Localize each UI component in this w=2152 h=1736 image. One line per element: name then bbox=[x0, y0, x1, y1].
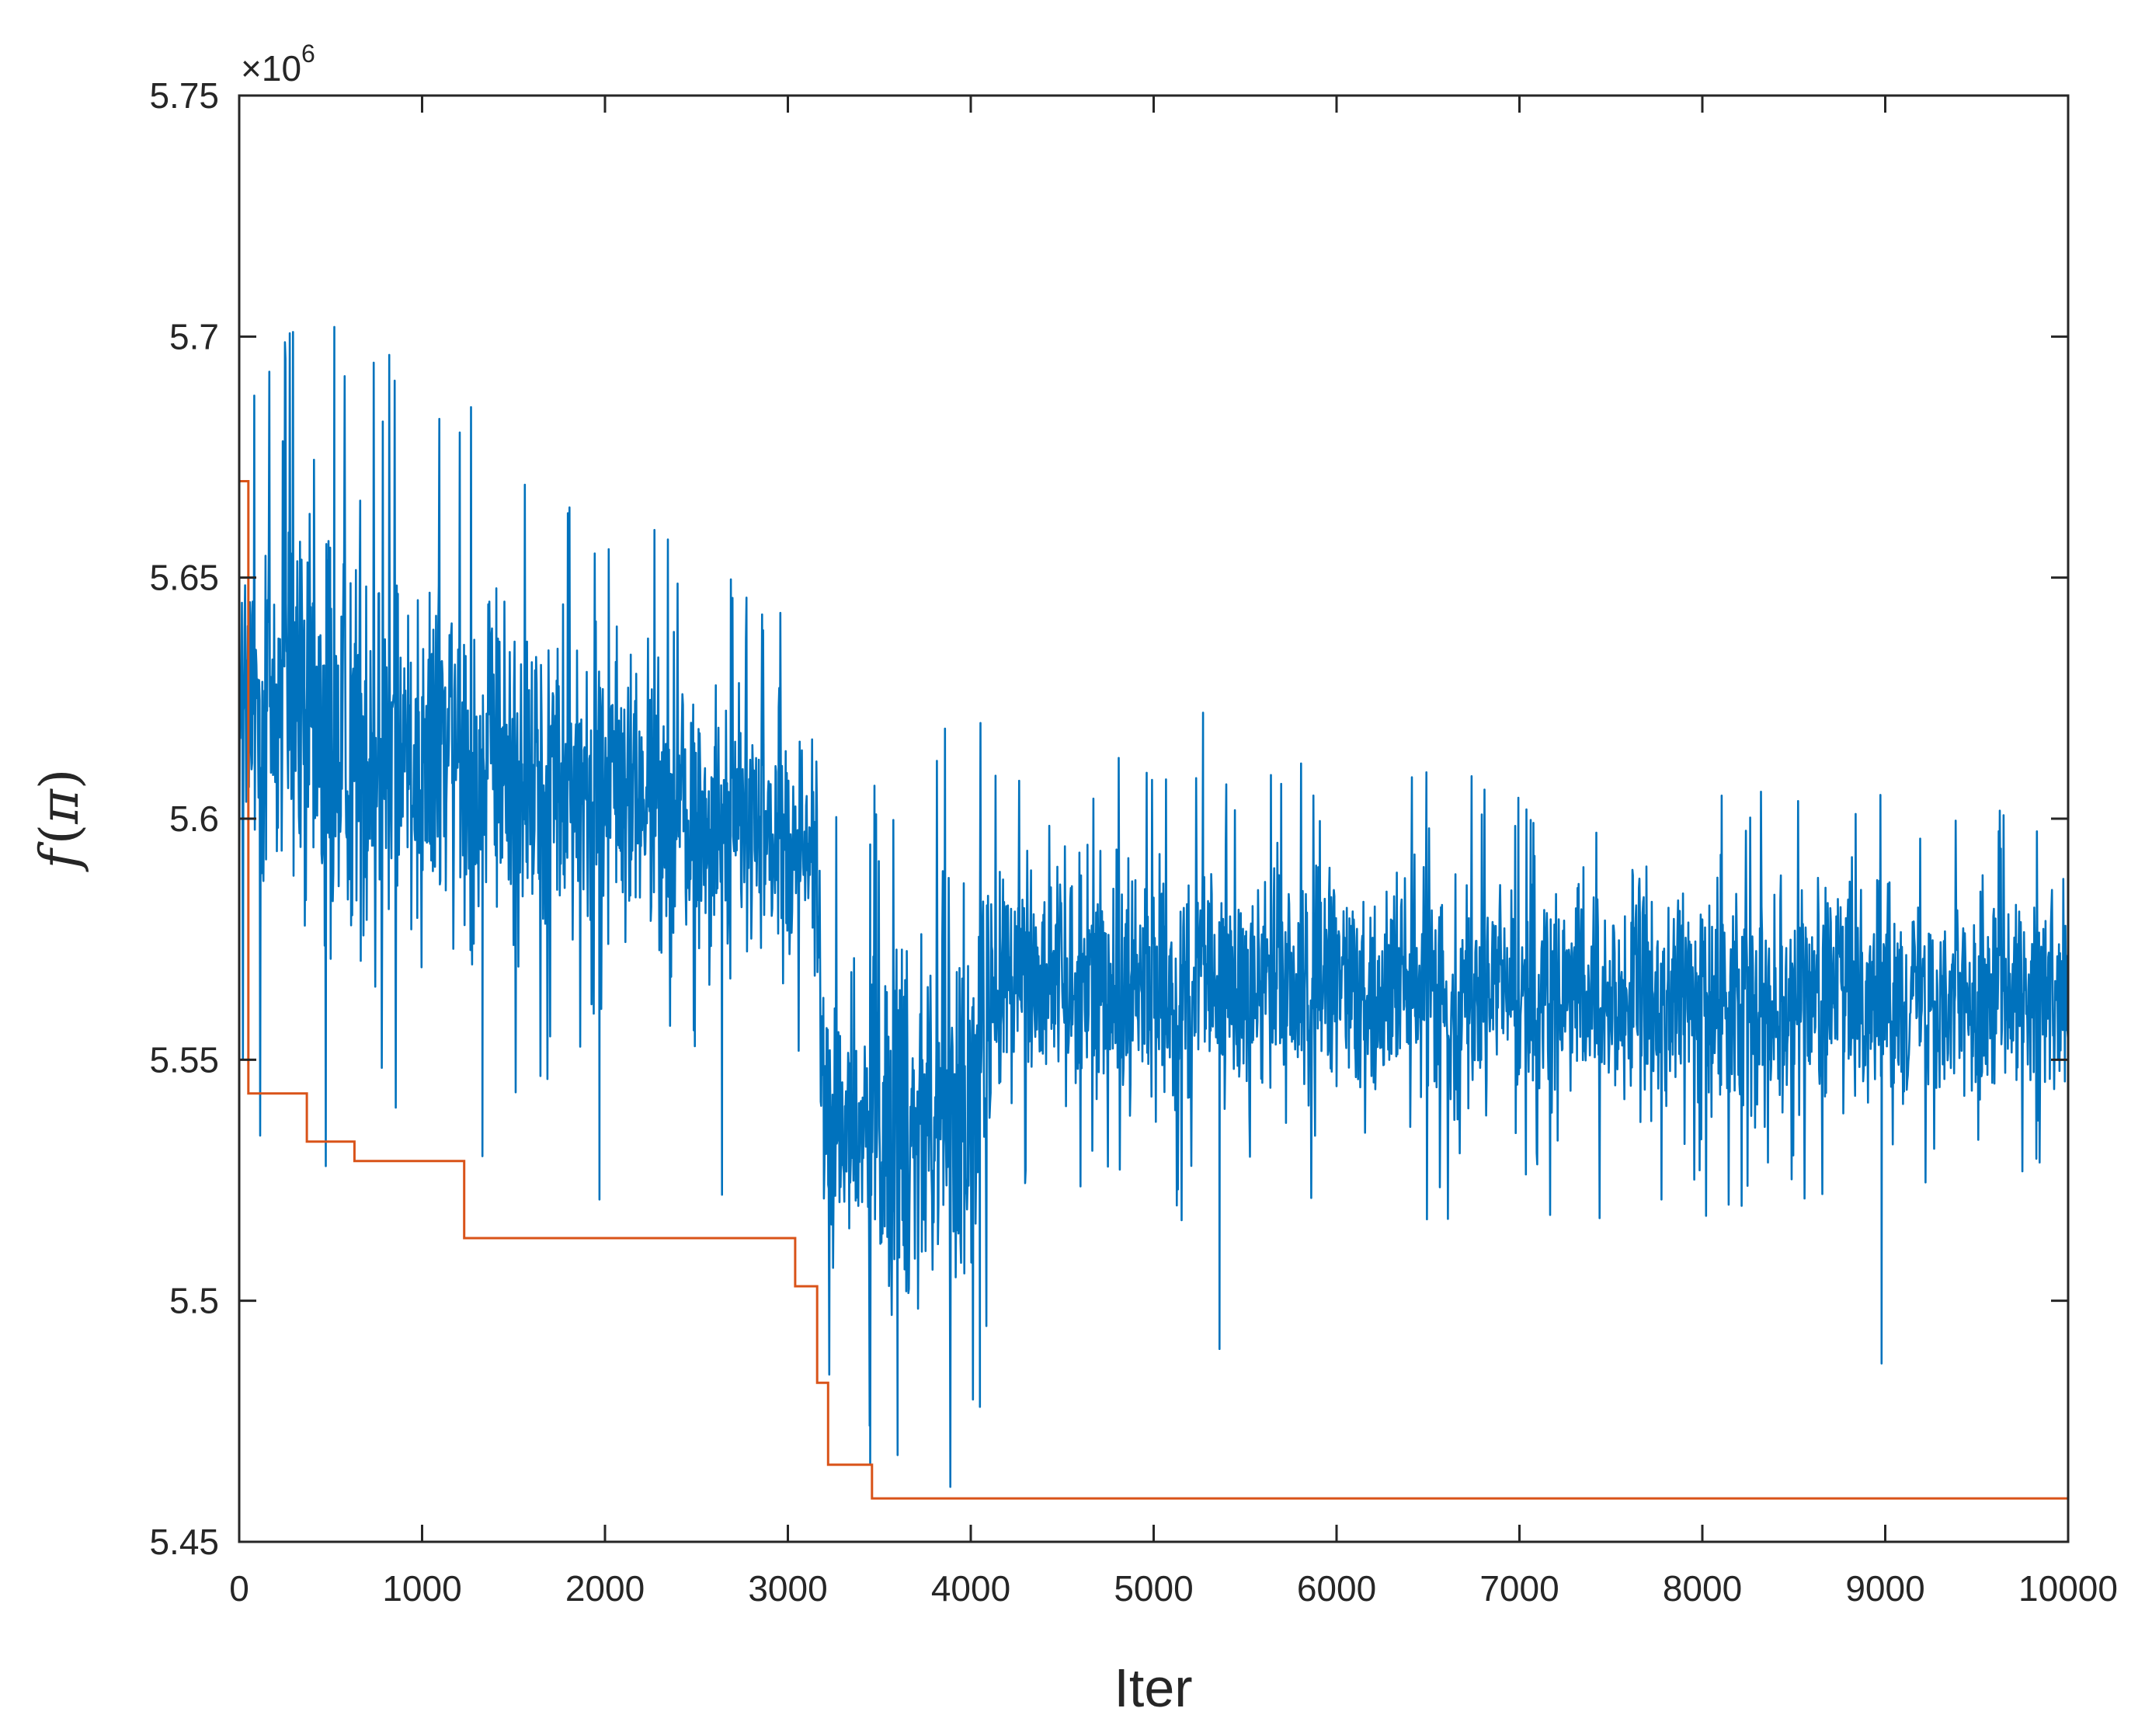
data-series bbox=[239, 325, 2068, 1500]
x-tick-label: 0 bbox=[229, 1568, 249, 1609]
x-tick-label: 7000 bbox=[1479, 1568, 1559, 1609]
x-tick-label: 2000 bbox=[565, 1568, 645, 1609]
series-1-line bbox=[239, 480, 2068, 1500]
y-axis-title-open: ( bbox=[30, 824, 91, 845]
y-axis-title-close: ) bbox=[30, 769, 91, 790]
x-tick-label: 10000 bbox=[2018, 1568, 2118, 1609]
x-tick-label: 8000 bbox=[1663, 1568, 1742, 1609]
x-tick-label: 4000 bbox=[931, 1568, 1010, 1609]
x-axis-title: Iter bbox=[1114, 1658, 1192, 1718]
x-tick-label: 9000 bbox=[1845, 1568, 1924, 1609]
x-tick-label: 3000 bbox=[748, 1568, 827, 1609]
y-tick-label: 5.6 bbox=[169, 798, 219, 839]
x-axis: 0 1000 2000 3000 4000 5000 6000 7000 8000 9000 100… bbox=[229, 96, 2118, 1609]
x-tick-label: 6000 bbox=[1297, 1568, 1376, 1609]
y-exponent-base: ×10 bbox=[241, 48, 301, 89]
x-tick-label: 5000 bbox=[1114, 1568, 1193, 1609]
y-tick-label: 5.45 bbox=[149, 1522, 219, 1562]
y-exponent-label: ×106 bbox=[241, 40, 315, 89]
y-axis-title: f(π) bbox=[30, 769, 91, 873]
y-exponent-power: 6 bbox=[301, 40, 315, 68]
series-0-line bbox=[239, 325, 2068, 1488]
y-tick-label: 5.7 bbox=[169, 316, 219, 357]
y-tick-label: 5.65 bbox=[149, 558, 219, 598]
y-tick-label: 5.5 bbox=[169, 1281, 219, 1321]
x-tick-label: 1000 bbox=[382, 1568, 461, 1609]
y-axis-title-pi: π bbox=[30, 788, 91, 825]
y-tick-label: 5.75 bbox=[149, 75, 219, 116]
y-axis: 5.45 5.5 5.55 5.6 5.65 5.7 5.75 bbox=[149, 75, 2068, 1562]
y-tick-label: 5.55 bbox=[149, 1039, 219, 1080]
